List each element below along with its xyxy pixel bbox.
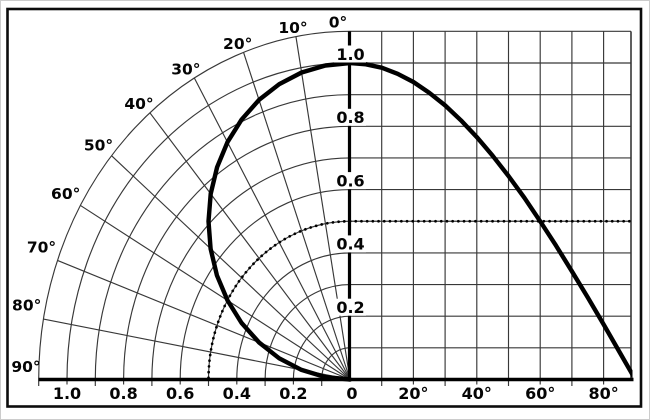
- polar-grid-arc: [292, 315, 351, 386]
- cosine-pattern-curve-polar: [206, 60, 353, 382]
- polar-angle-tick-label: 70°: [27, 239, 56, 257]
- polar-angle-tick-label: 20°: [223, 35, 252, 53]
- polar-angle-tick-label: 80°: [12, 297, 41, 315]
- polar-grid-radial: [193, 77, 351, 380]
- y-axis-tick-label: 0.2: [336, 298, 364, 317]
- axis-labels: 1.0 0.8 0.6 0.4 0.2 1.0 0.8 0.6 0.4 0.2 0 20° 40° 60°…: [11, 13, 620, 403]
- polar-angle-tick-label: 50°: [84, 137, 113, 155]
- polar-angle-tick-label: 40°: [124, 95, 153, 113]
- cartesian-grid: [350, 30, 631, 386]
- polar-grid-radial: [242, 52, 351, 380]
- polar-grid-arc: [179, 189, 351, 386]
- x-axis-tick-label: 0: [346, 384, 357, 403]
- y-label-mask: [334, 45, 366, 63]
- polar-grid-arc: [94, 94, 351, 386]
- radial-label-mask: [108, 384, 139, 402]
- polar-grid-radial: [295, 36, 351, 380]
- y-label-mask: [334, 235, 366, 253]
- radial-label-mask: [221, 384, 252, 402]
- radial-scale-tick-label: 1.0: [53, 384, 81, 403]
- radial-label-mask: [165, 384, 196, 402]
- polar-grid: [38, 30, 351, 386]
- polar-grid-arc: [66, 62, 351, 386]
- polar-grid-radial: [149, 112, 351, 380]
- polar-grid-arc: [236, 252, 351, 386]
- y-axis-tick-label: 0.4: [336, 235, 364, 254]
- polar-angle-tick-label: 10°: [278, 19, 307, 37]
- polar-grid-arc: [123, 125, 351, 386]
- y-label-mask: [334, 298, 366, 316]
- x-axis-tick-label: 80°: [588, 384, 618, 403]
- polar-angle-tick-label: 90°: [11, 358, 40, 376]
- x-axis-tick-label: 20°: [398, 384, 428, 403]
- x-axis-tick-label: 40°: [462, 384, 492, 403]
- radial-scale-tick-label: 0.8: [109, 384, 137, 403]
- x-axis-tick-label: 60°: [525, 384, 555, 403]
- half-power-curve-polar: [207, 219, 352, 381]
- cosine-pattern-curve-cartesian: [350, 60, 633, 380]
- polar-grid-arc: [264, 283, 351, 386]
- y-label-mask: [334, 108, 366, 126]
- y-axis-tick-label: 0.8: [336, 108, 364, 127]
- radial-scale-tick-label: 0.4: [223, 384, 251, 403]
- x-label-mask: [460, 384, 493, 402]
- x-label-mask: [524, 384, 557, 402]
- figure-frame: [6, 7, 643, 408]
- radial-scale-tick-label: 0.6: [166, 384, 194, 403]
- polar-grid-arc: [38, 30, 351, 386]
- x-label-mask: [336, 384, 368, 402]
- polar-angle-tick-label: 60°: [51, 185, 80, 203]
- y-axis-tick-label: 1.0: [336, 45, 364, 64]
- y-label-mask: [334, 172, 366, 190]
- x-label-mask: [397, 384, 430, 402]
- y-axis-tick-label: 0.6: [336, 171, 364, 190]
- radial-label-mask: [52, 384, 82, 402]
- polar-angle-tick-label: 30°: [171, 61, 200, 79]
- polar-grid-arc: [151, 157, 351, 386]
- polar-grid-radial: [111, 155, 351, 380]
- radial-scale-tick-label: 0.2: [279, 384, 307, 403]
- polar-angle-tick-label: 0°: [329, 13, 348, 31]
- radial-label-mask: [278, 384, 309, 402]
- polar-grid-radial: [80, 204, 351, 380]
- x-label-mask: [587, 384, 620, 402]
- polar-grid-radial: [57, 259, 351, 381]
